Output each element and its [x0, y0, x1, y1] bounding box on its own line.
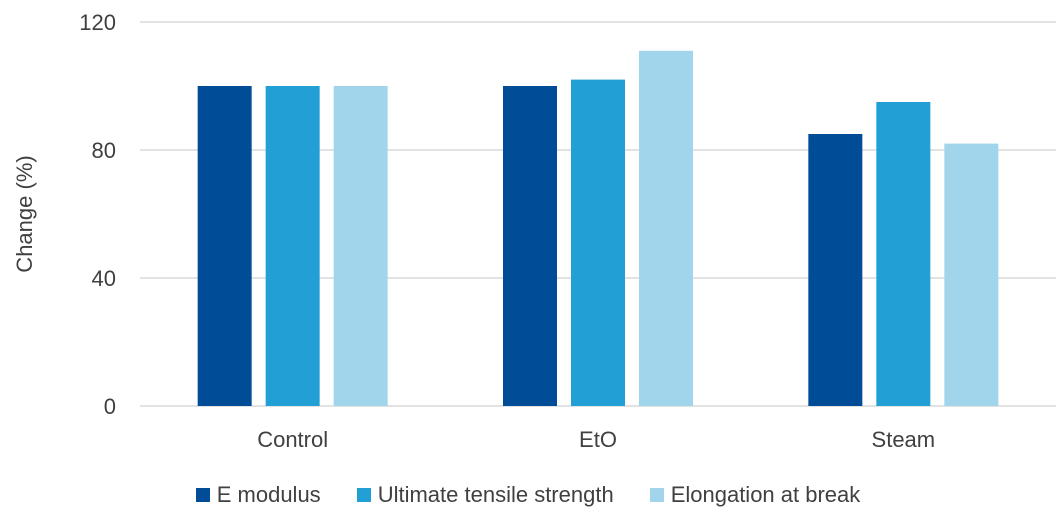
bar-eto-series-0 — [503, 86, 557, 406]
x-axis-labels: Control EtO Steam — [257, 427, 935, 452]
legend-label: Elongation at break — [670, 482, 861, 507]
legend-item: Ultimate tensile strength — [356, 482, 614, 508]
legend-swatch — [649, 488, 664, 502]
x-category-label: EtO — [579, 427, 617, 452]
y-tick-label: 40 — [92, 266, 116, 291]
bar-steam-series-1 — [876, 102, 931, 406]
bar-control-series-2 — [333, 86, 388, 406]
x-category-label: Control — [257, 427, 328, 452]
legend-item: E modulus — [195, 482, 321, 508]
legend-label: E modulus — [216, 482, 321, 507]
bar-steam-series-2 — [944, 143, 999, 406]
bar-eto-series-2 — [639, 50, 693, 407]
bar-control-series-0 — [197, 86, 252, 406]
y-tick-label: 0 — [104, 394, 116, 419]
legend-item: Elongation at break — [649, 482, 861, 508]
x-category-label: Steam — [872, 427, 936, 452]
y-axis-ticks: 0 40 80 120 — [79, 10, 116, 419]
bars — [197, 50, 999, 407]
bar-steam-series-0 — [808, 134, 863, 406]
y-axis-label: Change (%) — [12, 155, 37, 272]
bar-control-series-1 — [265, 86, 320, 406]
bar-eto-series-1 — [571, 79, 625, 406]
legend: E modulus Ultimate tensile strength Elonga… — [0, 478, 1056, 512]
y-tick-label: 80 — [92, 138, 116, 163]
legend-label: Ultimate tensile strength — [377, 482, 614, 507]
legend-swatch — [356, 488, 371, 502]
y-tick-label: 120 — [79, 10, 116, 35]
legend-swatch — [195, 488, 210, 502]
bar-chart: 0 40 80 120 Control EtO Steam Change (%) — [12, 10, 1056, 452]
